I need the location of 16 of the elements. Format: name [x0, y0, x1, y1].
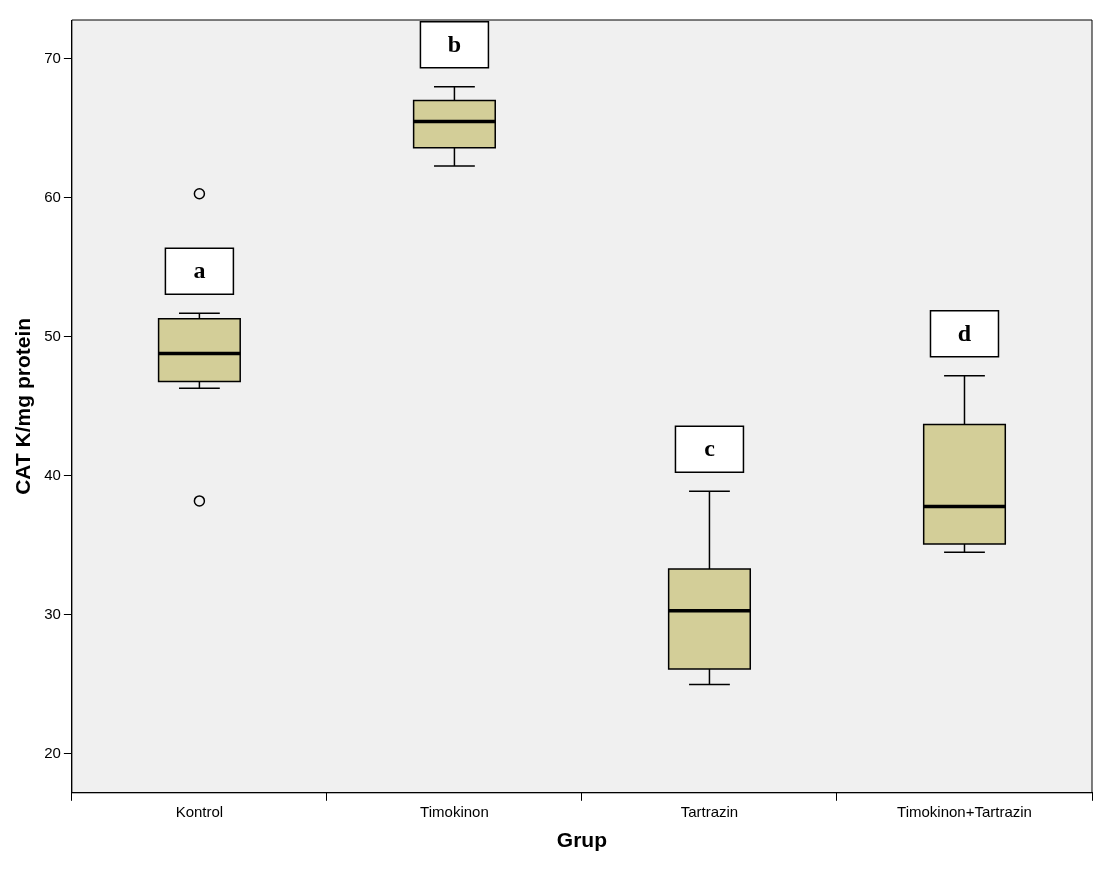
annotation: b: [447, 30, 462, 57]
x-tick-label: Kontrol: [175, 802, 224, 820]
y-tick-label: 60: [44, 188, 61, 206]
y-tick-label: 20: [44, 744, 61, 762]
y-tick-label: 40: [44, 466, 61, 484]
x-tick-label: Tartrazin: [680, 802, 739, 820]
x-axis-title: Grup: [556, 828, 608, 852]
x-tick-label: Timokinon+Tartrazin: [897, 802, 1032, 820]
y-tick-label: 70: [44, 49, 61, 67]
y-tick-label: 30: [44, 605, 61, 623]
y-axis-title: CAT K/mg protein: [11, 317, 35, 495]
y-tick-label: 50: [44, 327, 61, 345]
annotation: a: [193, 257, 206, 284]
annotation: d: [957, 320, 972, 347]
x-tick-label: Timokinon: [420, 802, 489, 820]
annotation: c: [704, 435, 716, 462]
